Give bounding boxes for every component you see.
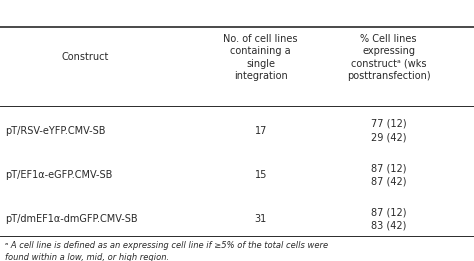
Text: 17: 17: [255, 126, 267, 135]
Text: Construct: Construct: [62, 52, 109, 62]
Text: pT/EF1α-eGFP.CMV-SB: pT/EF1α-eGFP.CMV-SB: [5, 170, 112, 180]
Text: 31: 31: [255, 214, 267, 224]
Text: 77 (12)
29 (42): 77 (12) 29 (42): [371, 119, 407, 142]
Text: 15: 15: [255, 170, 267, 180]
Text: 87 (12)
87 (42): 87 (12) 87 (42): [371, 163, 406, 186]
Text: pT/RSV-eYFP.CMV-SB: pT/RSV-eYFP.CMV-SB: [5, 126, 105, 135]
Text: pT/dmEF1α-dmGFP.CMV-SB: pT/dmEF1α-dmGFP.CMV-SB: [5, 214, 137, 224]
Text: No. of cell lines
containing a
single
integration: No. of cell lines containing a single in…: [223, 34, 298, 81]
Text: % Cell lines
expressing
constructᵃ (wks
posttransfection): % Cell lines expressing constructᵃ (wks …: [347, 34, 430, 81]
Text: 87 (12)
83 (42): 87 (12) 83 (42): [371, 208, 406, 231]
Text: ᵃ A cell line is defined as an expressing cell line if ≥5% of the total cells we: ᵃ A cell line is defined as an expressin…: [5, 241, 328, 261]
